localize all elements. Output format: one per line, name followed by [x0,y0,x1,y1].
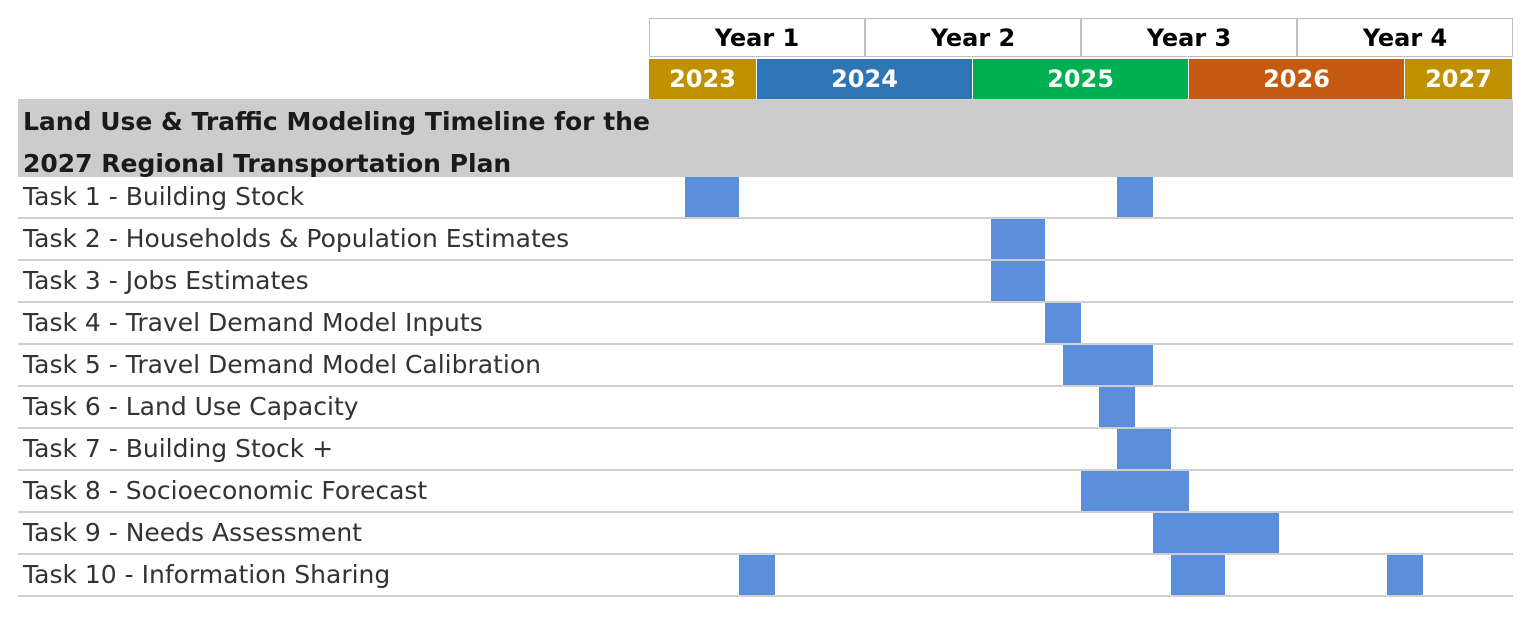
task-bar [1117,429,1171,469]
task-row: Task 9 - Needs Assessment [18,513,1513,555]
task-row: Task 4 - Travel Demand Model Inputs [18,303,1513,345]
task-label: Task 3 - Jobs Estimates [23,266,309,295]
task-bar [1045,303,1081,343]
chart-title-band: Land Use & Traffic Modeling Timeline for… [18,99,1513,178]
task-label: Task 2 - Households & Population Estimat… [23,224,570,253]
task-bar [1387,555,1423,595]
task-label: Task 6 - Land Use Capacity [23,392,359,421]
year-header-row: Year 1 Year 2 Year 3 Year 4 [649,18,1513,59]
task-row: Task 3 - Jobs Estimates [18,261,1513,303]
task-bar [1153,513,1279,553]
calendar-year-cell: 2024 [757,59,973,99]
task-row: Task 7 - Building Stock + [18,429,1513,471]
task-row: Task 1 - Building Stock [18,177,1513,219]
chart-title-line-1: Land Use & Traffic Modeling Timeline for… [23,107,650,136]
calendar-year-cell: 2025 [973,59,1189,99]
task-bar [1171,555,1225,595]
task-bar [685,177,739,217]
task-bar [991,261,1045,301]
calendar-year-cell: 2023 [649,59,757,99]
calendar-year-cell: 2027 [1405,59,1513,99]
task-row: Task 5 - Travel Demand Model Calibration [18,345,1513,387]
calendar-year-cell: 2026 [1189,59,1405,99]
task-label: Task 5 - Travel Demand Model Calibration [23,350,541,379]
chart-title: Land Use & Traffic Modeling Timeline for… [23,101,663,185]
task-label: Task 9 - Needs Assessment [23,518,362,547]
task-label: Task 7 - Building Stock + [23,434,334,463]
task-row: Task 2 - Households & Population Estimat… [18,219,1513,261]
task-bar [1063,345,1153,385]
task-label: Task 8 - Socioeconomic Forecast [23,476,428,505]
project-year-cell: Year 2 [865,18,1081,57]
project-year-cell: Year 3 [1081,18,1297,57]
chart-title-line-2: 2027 Regional Transportation Plan [23,149,512,178]
task-label: Task 10 - Information Sharing [23,560,391,589]
project-year-cell: Year 1 [649,18,865,57]
calendar-year-row: 2023 2024 2025 2026 2027 [649,59,1513,99]
task-bar [1099,387,1135,427]
task-row: Task 6 - Land Use Capacity [18,387,1513,429]
task-bar [739,555,775,595]
task-bar [1117,177,1153,217]
task-label: Task 1 - Building Stock [23,182,305,211]
task-row: Task 8 - Socioeconomic Forecast [18,471,1513,513]
task-row: Task 10 - Information Sharing [18,555,1513,597]
task-bar [991,219,1045,259]
task-bar [1081,471,1189,511]
project-year-cell: Year 4 [1297,18,1513,57]
task-label: Task 4 - Travel Demand Model Inputs [23,308,483,337]
